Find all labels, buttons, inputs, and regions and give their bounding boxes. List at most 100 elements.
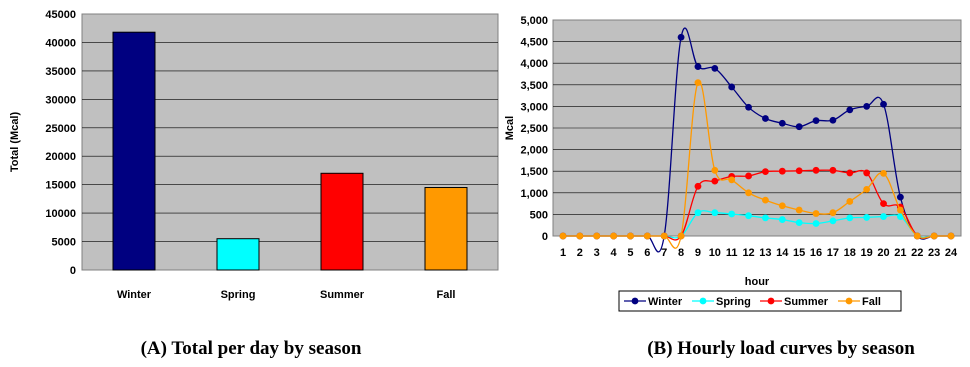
data-point-winter bbox=[728, 83, 736, 91]
data-point-fall bbox=[559, 232, 567, 240]
data-point-spring bbox=[711, 209, 719, 217]
bar-y-tick-label: 10000 bbox=[45, 208, 76, 220]
data-point-fall bbox=[762, 196, 769, 204]
data-point-spring bbox=[812, 220, 820, 227]
data-point-winter bbox=[778, 119, 786, 127]
line-x-tick-label: 7 bbox=[661, 247, 667, 259]
line-legend: Winter Spring Summer Fall bbox=[618, 290, 902, 312]
data-point-winter bbox=[896, 193, 904, 201]
bar-summer bbox=[320, 172, 364, 271]
data-point-winter bbox=[677, 33, 685, 41]
data-point-fall bbox=[627, 232, 634, 240]
line-y-tick-labels: 0 500 1,000 1,500 2,000 2,500 3,000 3,500 4,000 4… bbox=[520, 15, 548, 243]
data-point-spring bbox=[728, 210, 736, 218]
bar-x-tick-label: Fall bbox=[437, 289, 456, 301]
bar-y-tick-label: 45000 bbox=[45, 9, 76, 21]
bar-y-tick-label: 30000 bbox=[45, 94, 76, 106]
data-point-summer bbox=[762, 168, 769, 176]
line-x-tick-label: 19 bbox=[861, 247, 873, 259]
line-x-tick-label: 22 bbox=[911, 247, 923, 259]
line-y-tick-label: 4,000 bbox=[520, 58, 548, 70]
line-x-tick-label: 12 bbox=[742, 247, 754, 259]
line-y-tick-label: 5,000 bbox=[520, 15, 548, 27]
line-x-tick-label: 21 bbox=[894, 247, 906, 259]
data-point-spring bbox=[795, 219, 803, 227]
line-x-tick-label: 23 bbox=[928, 247, 940, 259]
bar-y-tick-label: 20000 bbox=[45, 151, 76, 163]
data-point-fall bbox=[643, 232, 651, 240]
data-point-winter bbox=[795, 123, 803, 131]
data-point-spring bbox=[778, 216, 786, 223]
data-point-fall bbox=[694, 79, 702, 87]
data-point-fall bbox=[812, 210, 820, 217]
data-point-fall bbox=[896, 206, 904, 214]
bar-winter bbox=[112, 31, 156, 271]
bar-x-tick-label: Spring bbox=[221, 289, 256, 301]
line-x-tick-label: 13 bbox=[759, 247, 771, 259]
line-y-tick-label: 4,500 bbox=[520, 37, 548, 49]
data-point-fall bbox=[677, 232, 685, 240]
bar-y-axis-label: Total (Mcal) bbox=[9, 112, 21, 173]
series-fall bbox=[559, 79, 955, 249]
data-point-fall bbox=[711, 166, 719, 174]
data-point-winter bbox=[694, 63, 702, 71]
data-point-fall bbox=[795, 206, 803, 214]
data-point-spring bbox=[896, 213, 904, 220]
caption-b: (B) Hourly load curves by season bbox=[647, 338, 915, 359]
bar-spring bbox=[216, 238, 260, 271]
line-series bbox=[559, 27, 955, 253]
bar-fall bbox=[424, 187, 468, 271]
data-point-spring bbox=[762, 214, 769, 222]
bar-x-tick-labels: Winter Spring Summer Fall bbox=[117, 289, 456, 301]
line-y-tick-label: 1,000 bbox=[520, 188, 548, 200]
data-point-winter bbox=[762, 115, 769, 122]
line-x-tick-label: 11 bbox=[726, 247, 738, 259]
caption-a: (A) Total per day by season bbox=[141, 338, 362, 359]
data-point-spring bbox=[829, 217, 837, 225]
data-point-winter bbox=[812, 117, 820, 125]
line-x-tick-label: 17 bbox=[827, 247, 839, 259]
line-x-axis-label: hour bbox=[745, 276, 770, 288]
bar-x-tick-label: Winter bbox=[117, 289, 152, 301]
line-y-tick-label: 1,500 bbox=[520, 166, 548, 178]
data-point-fall bbox=[576, 232, 584, 240]
data-point-fall bbox=[846, 198, 854, 205]
line-x-tick-labels: 1 2 3 4 5 6 7 8 9 10 11 12 13 14 15 16 17 18 19 20 21 22 23 24 bbox=[560, 247, 958, 259]
line-x-tick-label: 8 bbox=[678, 247, 684, 259]
legend-marker-winter bbox=[631, 297, 639, 305]
legend-marker-summer bbox=[767, 297, 775, 305]
data-point-summer bbox=[829, 166, 837, 174]
line-chart-hourly-load: 0 500 1,000 1,500 2,000 2,500 3,000 3,500 4,000 4… bbox=[504, 15, 962, 359]
data-point-fall bbox=[778, 202, 786, 210]
data-point-spring bbox=[863, 214, 871, 221]
data-point-fall bbox=[829, 209, 837, 217]
legend-label-winter: Winter bbox=[648, 296, 683, 308]
line-y-axis-label: Mcal bbox=[504, 116, 516, 140]
line-x-tick-label: 1 bbox=[560, 247, 566, 259]
legend-marker-spring bbox=[699, 297, 707, 305]
line-x-tick-label: 9 bbox=[695, 247, 701, 259]
data-point-summer bbox=[778, 167, 786, 175]
data-point-summer bbox=[711, 177, 719, 185]
data-point-summer bbox=[846, 169, 854, 177]
data-point-fall bbox=[913, 232, 921, 240]
data-point-fall bbox=[728, 176, 736, 184]
line-x-tick-label: 6 bbox=[644, 247, 650, 259]
data-point-fall bbox=[745, 189, 752, 197]
line-x-tick-label: 24 bbox=[945, 247, 958, 259]
data-point-winter bbox=[711, 64, 719, 72]
line-x-tick-label: 14 bbox=[776, 247, 789, 259]
data-point-fall bbox=[660, 232, 668, 240]
data-point-winter bbox=[880, 100, 887, 108]
line-x-tick-label: 2 bbox=[577, 247, 583, 259]
line-y-tick-label: 0 bbox=[542, 231, 548, 243]
bar-y-tick-label: 15000 bbox=[45, 180, 76, 192]
data-point-winter bbox=[829, 116, 837, 124]
legend-label-summer: Summer bbox=[784, 296, 829, 308]
bar-y-tick-label: 25000 bbox=[45, 123, 76, 135]
data-point-spring bbox=[745, 212, 752, 220]
line-gridlines bbox=[553, 41, 961, 215]
line-y-tick-label: 2,500 bbox=[520, 123, 548, 135]
data-point-summer bbox=[694, 182, 702, 190]
